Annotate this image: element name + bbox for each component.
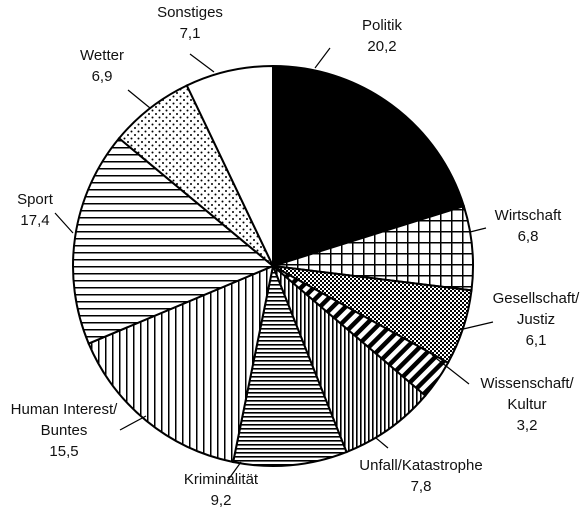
leader-line-wetter xyxy=(127,89,151,109)
slice-value-wetter: 6,9 xyxy=(92,68,113,85)
leader-line-human-interest xyxy=(119,415,147,431)
leader-line-kriminalität xyxy=(227,461,242,481)
slice-label-wirtschaft: Wirtschaft 6,8 xyxy=(495,207,563,245)
pie-slice-kriminalität xyxy=(231,262,348,467)
leader-lines xyxy=(54,47,494,481)
slice-value-sonstiges: 7,1 xyxy=(180,25,201,42)
leader-line-wirtschaft xyxy=(469,227,487,233)
slice-label-kriminalität: Kriminalität 9,2 xyxy=(184,471,259,509)
pie-slice-human-interest xyxy=(87,264,275,464)
slice-label-gesellschaft: Gesellschaft/Justiz 6,1 xyxy=(493,290,581,349)
slice-label-unfall-katastrophe: Unfall/Katastrophe 7,8 xyxy=(359,457,482,495)
slice-label-politik: Politik 20,2 xyxy=(362,17,403,55)
slice-label-line-politik: Politik xyxy=(362,17,403,34)
slice-label-line-gesellschaft: Gesellschaft/ xyxy=(493,290,581,307)
slice-label-line-wissenschaft: Wissenschaft/ xyxy=(480,375,574,392)
slice-value-human-interest: 15,5 xyxy=(49,443,78,460)
leader-line-sport xyxy=(54,212,74,234)
pie-slice-politik xyxy=(272,64,466,268)
slice-label-wetter: Wetter 6,9 xyxy=(80,47,124,85)
slice-label-line-kriminalität: Kriminalität xyxy=(184,471,259,488)
leader-line-gesellschaft xyxy=(458,321,494,331)
slice-label-line-human-interest: Buntes xyxy=(41,422,88,439)
slice-value-wissenschaft: 3,2 xyxy=(517,417,538,434)
slice-label-sport: Sport 17,4 xyxy=(17,191,54,229)
leader-line-unfall-katastrophe xyxy=(375,437,389,449)
slice-label-line-sport: Sport xyxy=(17,191,54,208)
slice-label-line-human-interest: Human Interest/ xyxy=(11,401,119,418)
slice-label-line-wirtschaft: Wirtschaft xyxy=(495,207,563,224)
slice-label-line-sonstiges: Sonstiges xyxy=(157,4,223,21)
leader-line-sonstiges xyxy=(189,53,215,73)
slice-value-sport: 17,4 xyxy=(20,212,49,229)
leader-line-wissenschaft xyxy=(431,354,470,385)
slice-label-wissenschaft: Wissenschaft/Kultur 3,2 xyxy=(480,375,574,434)
slice-value-unfall-katastrophe: 7,8 xyxy=(411,478,432,495)
slice-label-line-unfall-katastrophe: Unfall/Katastrophe xyxy=(359,457,482,474)
slice-labels: Politik 20,2 Wirtschaft 6,8 Gesellschaft/Jus… xyxy=(11,4,581,509)
slice-label-line-wissenschaft: Kultur xyxy=(507,396,546,413)
slice-value-wirtschaft: 6,8 xyxy=(518,228,539,245)
slice-label-sonstiges: Sonstiges 7,1 xyxy=(157,4,223,42)
slice-label-human-interest: Human Interest/Buntes 15,5 xyxy=(11,401,119,460)
slice-label-line-gesellschaft: Justiz xyxy=(517,311,555,328)
slice-value-politik: 20,2 xyxy=(367,38,396,55)
slice-value-kriminalität: 9,2 xyxy=(211,492,232,509)
leader-line-politik xyxy=(314,47,331,69)
slice-value-gesellschaft: 6,1 xyxy=(526,332,547,349)
pie-slice-unfall-katastrophe xyxy=(272,265,427,454)
pie-slice-sport xyxy=(72,136,275,345)
slice-label-line-wetter: Wetter xyxy=(80,47,124,64)
pie-slice-sonstiges xyxy=(185,64,274,267)
pie-slices xyxy=(72,64,474,467)
